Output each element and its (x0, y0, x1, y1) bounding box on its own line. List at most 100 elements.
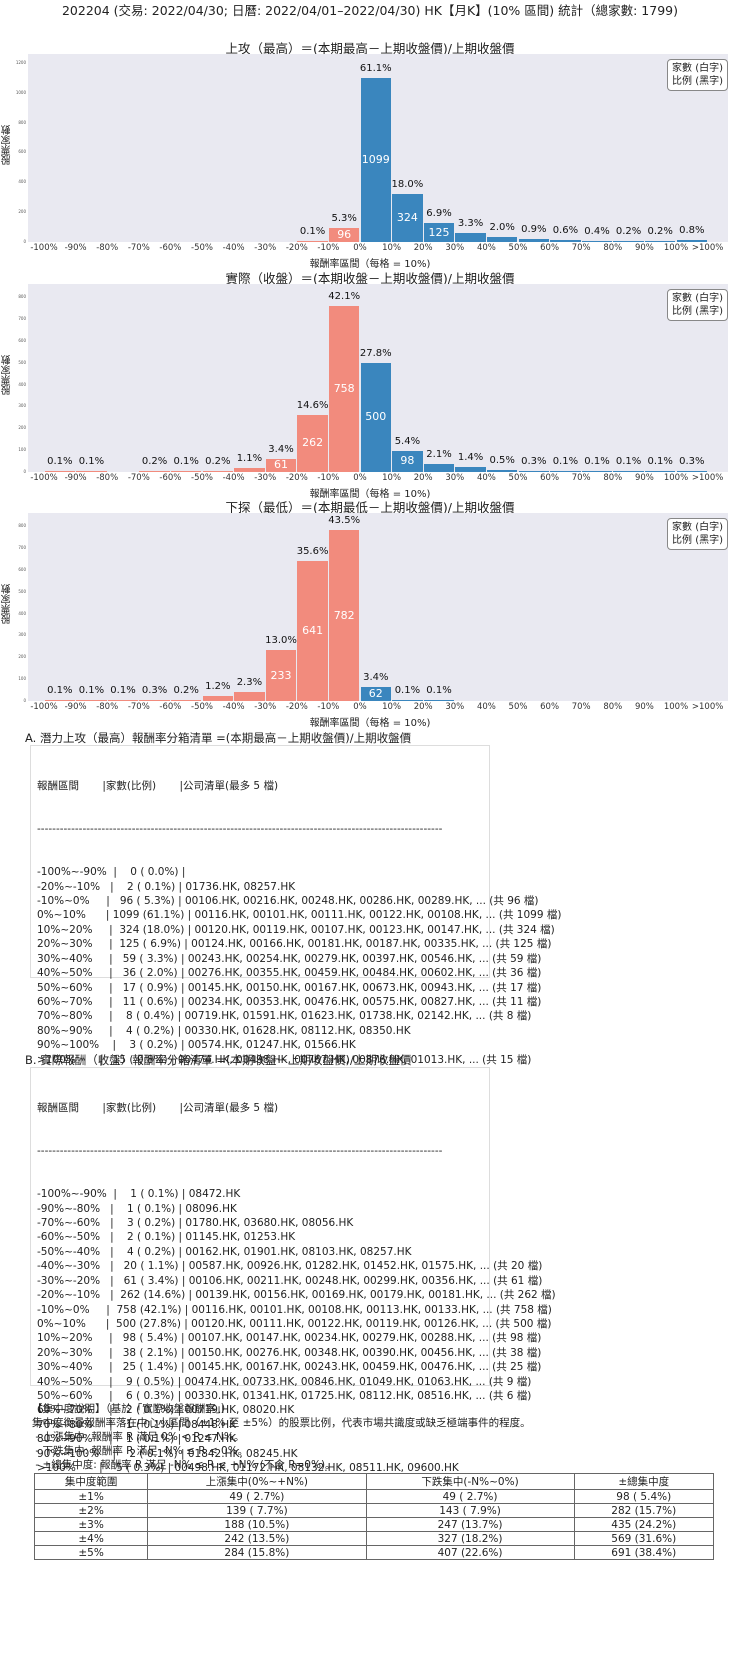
x-tick: -90% (64, 473, 87, 483)
histogram-bar (170, 470, 202, 472)
section-a-separator: ----------------------------------------… (37, 823, 443, 836)
bar-percent-label: 0.1% (47, 684, 73, 696)
chart-title: 實際（收盤）＝(本期收盤－上期收盤價)/上期收盤價 (225, 271, 515, 286)
histogram-bar (581, 240, 613, 242)
histogram-bar: 62 (360, 687, 392, 701)
bin-row: 10%~20% | 324 (18.0%) | 00120.HK, 00119.… (37, 923, 555, 936)
x-tick: 40% (476, 243, 496, 253)
x-tick: 30% (445, 702, 465, 712)
x-tick: 20% (413, 702, 433, 712)
x-tick: -50% (191, 702, 213, 712)
histogram-bar (44, 470, 76, 472)
histogram-bar: 758 (328, 306, 360, 472)
x-tick: 60% (540, 243, 560, 253)
histogram-bar (423, 463, 455, 472)
x-tick: -90% (64, 702, 87, 712)
table-row: ±2% 139 ( 7.7%) 143 ( 7.9%) 282 (15.7%) (33, 1503, 714, 1518)
bar-count-label: 782 (333, 608, 355, 622)
x-tick: >100% (691, 243, 724, 253)
x-tick: 50% (508, 243, 528, 253)
y-tick: 600 (18, 566, 26, 572)
plot-area: 96 1099 324 125 (28, 54, 728, 242)
x-tick: -10% (317, 243, 340, 253)
histogram-bar: 98 (392, 450, 423, 472)
y-tick: 200 (18, 654, 26, 660)
concentration-table: 集中度範圍 上漲集中(0%~+N%) 下跌集中(-N%~0%) ±總集中度 ±1% 49 … (33, 1473, 714, 1560)
bar-percent-label: 2.1% (426, 448, 452, 460)
section-a-header: 報酬區間 |家數(比例) |公司清單(最多 5 檔) (37, 779, 279, 792)
bin-row: 50%~60% | 6 ( 0.3%) | 00330.HK, 01341.HK… (37, 1389, 532, 1402)
histogram-bar (76, 470, 107, 472)
bar-percent-label: 0.1% (426, 684, 452, 696)
table-cell: 284 (15.8%) (147, 1545, 367, 1560)
x-tick: 40% (476, 702, 496, 712)
y-tick: 500 (18, 588, 26, 594)
y-tick: 400 (18, 179, 26, 185)
bar-percent-label: 0.3% (679, 455, 705, 467)
bar-percent-label: 3.3% (457, 218, 484, 230)
histogram-bar: 125 (423, 223, 455, 242)
table-cell: ±4% (33, 1531, 149, 1546)
x-tick: -100% (30, 702, 58, 712)
x-tick: -70% (127, 243, 150, 253)
bin-row: -10%~0% | 96 ( 5.3%) | 00106.HK, 00216.H… (37, 895, 539, 908)
x-tick: 90% (634, 243, 654, 253)
table-cell: 242 (13.5%) (147, 1531, 367, 1546)
bin-row: 20%~30% | 38 ( 2.1%) | 00150.HK, 00276.H… (37, 1346, 542, 1359)
histogram-bar (202, 696, 234, 701)
table-cell: 139 ( 7.7%) (147, 1503, 367, 1518)
bar-percent-label: 0.2% (647, 225, 673, 237)
table-cell: 247 (13.7%) (365, 1517, 575, 1532)
bin-row: 30%~40% | 25 ( 1.4%) | 00145.HK, 00167.H… (37, 1361, 542, 1374)
concentration-notes: 【集中度說明】（基於「實際收盤報酬率」） 集中度衡量報酬率落在中心小區間（±1%… (32, 1402, 531, 1472)
bar-percent-label: 0.1% (110, 684, 136, 696)
x-tick: -40% (222, 702, 245, 712)
x-tick: 50% (508, 702, 528, 712)
histogram-bar (139, 470, 170, 472)
bar-count-label: 125 (428, 225, 450, 239)
bin-row: -60%~-50% | 2 ( 0.1%) | 01145.HK, 01253.… (37, 1231, 296, 1244)
bar-percent-label: 0.1% (552, 455, 579, 467)
x-tick: 80% (603, 702, 623, 712)
x-tick: 50% (508, 473, 528, 483)
bar-percent-label: 42.1% (328, 291, 361, 303)
y-tick: 1200 (15, 59, 26, 65)
x-tick: -20% (285, 473, 308, 483)
histogram-bar (297, 240, 328, 242)
histogram-bar: 500 (360, 362, 392, 472)
histogram-bar: 324 (392, 193, 423, 242)
bar-percent-label: 35.6% (296, 545, 329, 557)
table-cell: 327 (18.2%) (365, 1531, 575, 1546)
bar-percent-label: 13.0% (265, 635, 297, 647)
x-tick: 10% (382, 473, 402, 483)
histogram-bar: 262 (297, 414, 328, 472)
x-tick: -10% (317, 473, 340, 483)
x-tick: 0% (353, 702, 367, 712)
bin-row: 70%~80% | 1 ( 0.1%) | 08448.HK (37, 1418, 237, 1431)
histogram-bar (392, 699, 423, 701)
bar-percent-label: 43.5% (328, 515, 361, 527)
x-tick: -60% (159, 243, 182, 253)
table-cell: ±1% (33, 1489, 149, 1504)
y-tick: 300 (18, 403, 26, 409)
y-tick: 600 (18, 337, 26, 343)
bar-percent-label: 0.5% (489, 455, 515, 467)
table-cell: 569 (31.6%) (573, 1531, 714, 1546)
histogram-bar (202, 470, 234, 472)
section-b-rows: -100%~-90% | 1 ( 0.1%) | 08472.HK -90%~-8… (37, 1187, 556, 1475)
histogram-bar (170, 699, 202, 701)
x-tick: 0% (353, 243, 367, 253)
bin-row: 70%~80% | 8 ( 0.4%) | 00719.HK, 01591.HK… (37, 1010, 532, 1023)
histogram-bar (423, 699, 455, 701)
bar-percent-label: 0.2% (205, 455, 231, 467)
y-tick: 200 (18, 209, 26, 215)
x-axis-label: 報酬率區間（每格 = 10%) (309, 489, 431, 500)
histogram-bar (518, 470, 550, 472)
bar-percent-label: 0.1% (47, 455, 73, 467)
bar-percent-label: 2.0% (489, 221, 515, 233)
histogram-bar (613, 240, 644, 242)
concentration-desc: 集中度衡量報酬率落在中心小區間（±1% 至 ±5%）的股票比例，代表市場共識度或… (32, 1417, 531, 1429)
bin-row: -100%~-90% | 0 ( 0.0%) | (37, 866, 186, 879)
bar-percent-label: 0.1% (78, 455, 105, 467)
histogram-bar (455, 233, 486, 242)
